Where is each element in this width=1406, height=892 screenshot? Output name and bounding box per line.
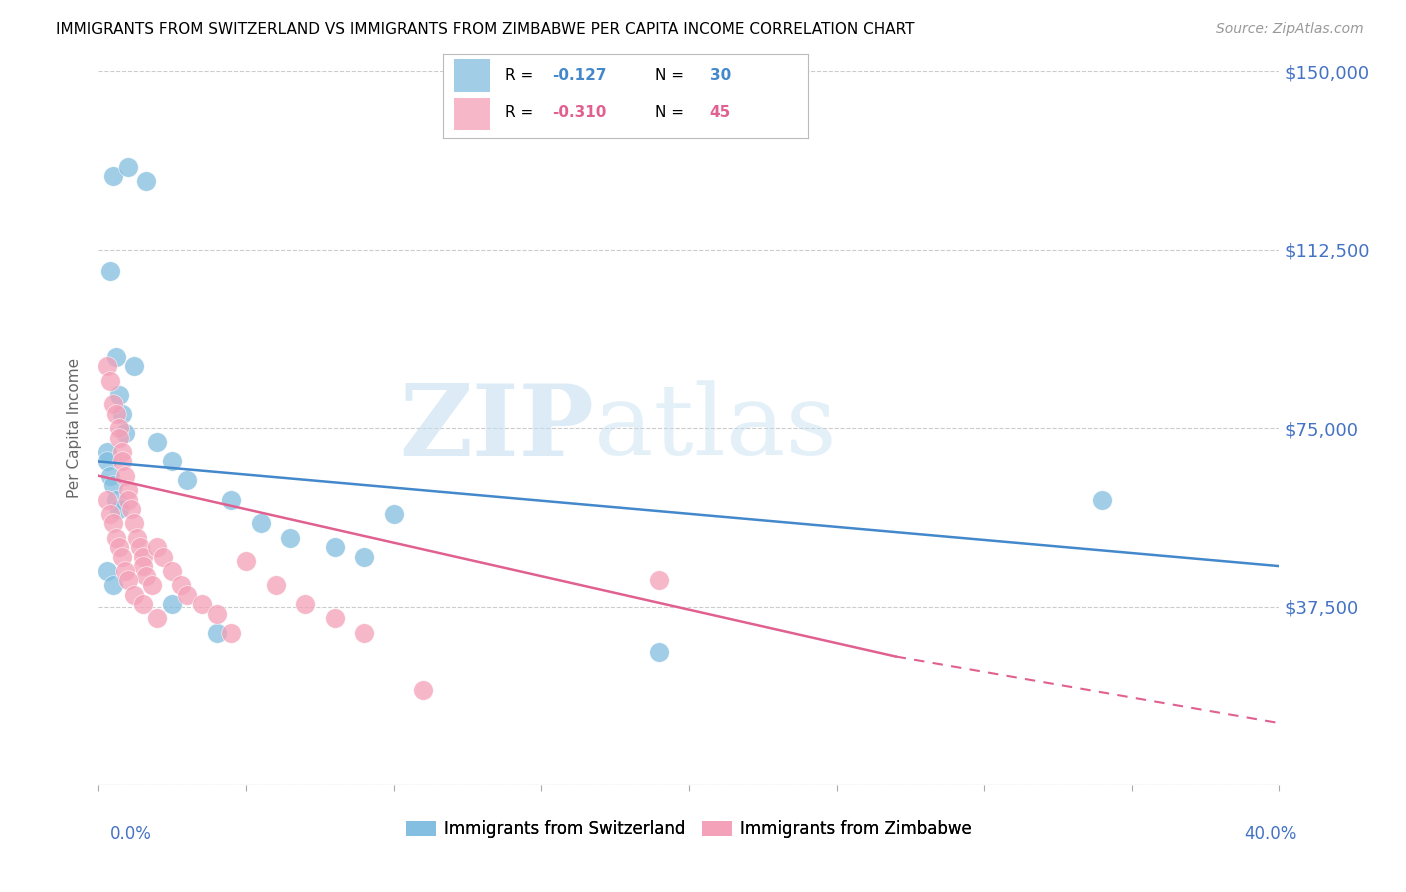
Point [108,540,131,554]
Point [146,611,169,625]
Text: 0.0%: 0.0% [110,825,152,843]
Point [412,682,434,697]
Point [128,540,150,554]
Point [111,454,134,468]
Point [122,588,145,602]
Point [170,578,193,592]
Point [264,578,287,592]
Point [98,507,121,521]
Point [114,468,136,483]
Point [108,388,131,402]
Bar [454,97,491,130]
Point [146,435,169,450]
Point [122,359,145,374]
Point [280,531,302,545]
Point [103,578,125,592]
Point [117,574,139,588]
Point [103,478,125,492]
Point [108,421,131,435]
Point [105,407,128,421]
Point [98,468,121,483]
Text: IMMIGRANTS FROM SWITZERLAND VS IMMIGRANTS FROM ZIMBABWE PER CAPITA INCOME CORREL: IMMIGRANTS FROM SWITZERLAND VS IMMIGRANT… [56,22,915,37]
Point [235,554,257,568]
Point [323,540,346,554]
Text: ZIP: ZIP [399,380,595,476]
Point [205,607,228,621]
Text: R =: R = [505,105,538,120]
Point [96,492,118,507]
Point [132,559,155,574]
Text: 30: 30 [710,68,731,83]
Point [294,597,316,611]
Point [96,445,118,459]
Point [122,516,145,531]
Text: R =: R = [505,68,538,83]
Point [648,645,671,659]
Point [353,625,375,640]
Text: N =: N = [655,105,689,120]
Point [96,564,118,578]
Point [96,359,118,374]
Point [98,374,121,388]
Point [111,445,134,459]
Point [191,597,214,611]
Point [96,454,118,468]
Point [114,564,136,578]
Point [98,264,121,278]
Point [111,407,134,421]
Point [176,474,198,488]
Point [162,597,183,611]
Point [105,350,128,364]
Point [323,611,346,625]
Text: -0.127: -0.127 [553,68,607,83]
Point [162,454,183,468]
Point [117,160,139,174]
Point [117,483,139,497]
Point [250,516,273,531]
Point [221,625,243,640]
Point [114,425,136,440]
Y-axis label: Per Capita Income: Per Capita Income [67,358,83,499]
Text: 45: 45 [710,105,731,120]
Point [162,564,183,578]
Point [221,492,243,507]
Legend: Immigrants from Switzerland, Immigrants from Zimbabwe: Immigrants from Switzerland, Immigrants … [399,814,979,845]
Point [108,431,131,445]
Point [132,549,155,564]
Text: N =: N = [655,68,689,83]
Point [125,531,148,545]
Point [1091,492,1114,507]
Text: atlas: atlas [595,380,837,476]
Point [132,597,155,611]
Point [111,549,134,564]
Bar [454,60,491,92]
Text: Source: ZipAtlas.com: Source: ZipAtlas.com [1216,22,1364,37]
Point [120,502,142,516]
Point [176,588,198,602]
Point [152,549,174,564]
Text: 40.0%: 40.0% [1244,825,1296,843]
Point [135,174,157,188]
Point [103,169,125,183]
Point [103,516,125,531]
Point [103,397,125,411]
Point [108,502,131,516]
Text: -0.310: -0.310 [553,105,607,120]
Point [105,531,128,545]
Point [382,507,405,521]
Point [648,574,671,588]
Point [205,625,228,640]
Point [353,549,375,564]
Point [117,492,139,507]
Point [105,492,128,507]
Point [135,568,157,582]
Point [146,540,169,554]
Point [141,578,163,592]
